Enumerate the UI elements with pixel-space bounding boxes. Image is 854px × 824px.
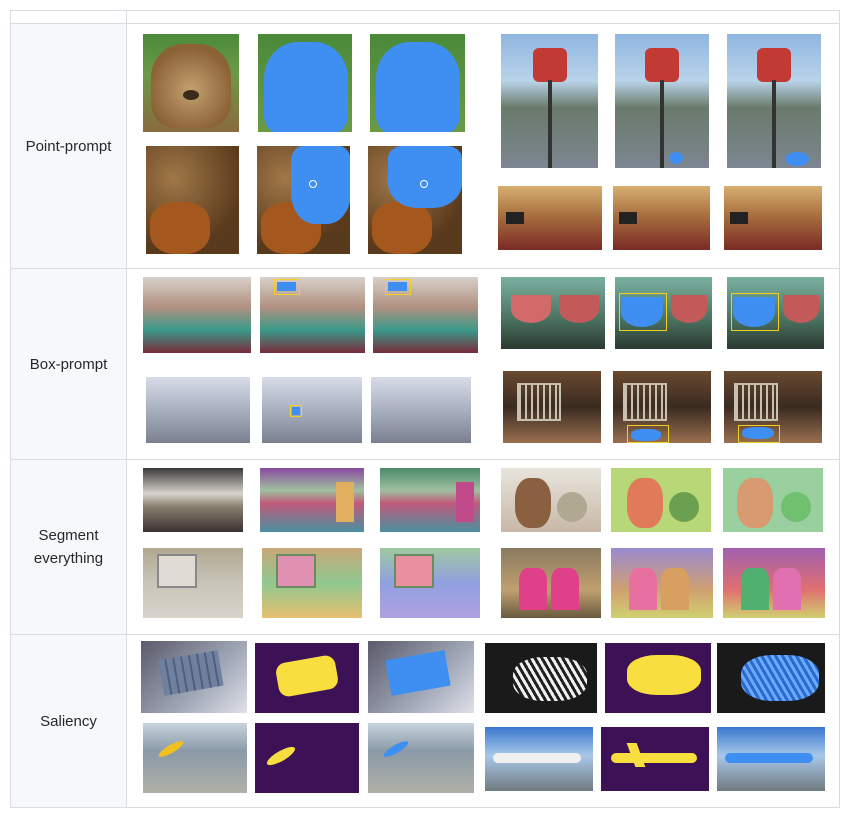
- children-segments-image-2: [723, 548, 825, 618]
- bowls-box-image-2: [727, 277, 824, 349]
- airplane-saliency-image: [601, 727, 709, 791]
- row-label-saliency: Saliency: [10, 634, 127, 808]
- airplane-image: [485, 727, 593, 791]
- surfer-image: [143, 723, 247, 793]
- header-cell-label: [10, 10, 127, 24]
- keyboard-saliency-image: [255, 643, 359, 713]
- stop-sign-mask-image: [615, 34, 709, 168]
- zebra-image: [485, 643, 597, 713]
- zebra-mask-image: [717, 643, 825, 713]
- stop-sign-mask-image-2: [727, 34, 821, 168]
- beach-segments-image-2: [380, 468, 480, 532]
- surfer-saliency-image: [255, 723, 359, 793]
- children-image: [501, 548, 601, 618]
- room-mask-image-2: [724, 186, 822, 250]
- living-room-box-image-2: [371, 377, 471, 443]
- point-prompt-images: [126, 23, 840, 269]
- bowls-box-image: [615, 277, 712, 349]
- saliency-images: [126, 634, 840, 808]
- living-room-box-image: [262, 377, 362, 443]
- crib-box-image-2: [724, 371, 822, 443]
- dog-bags-image: [143, 277, 251, 353]
- box-prompt-images: [126, 268, 840, 460]
- row-label-box-prompt: Box-prompt: [10, 268, 127, 460]
- results-table: Point-prompt: [10, 10, 840, 808]
- computer-desk-segments-image-2: [380, 548, 480, 618]
- teddy-toys-image: [501, 468, 601, 532]
- dog-bags-box-image: [260, 277, 365, 353]
- teddy-bears-image: [146, 146, 239, 254]
- bear-mask-image-2: [370, 34, 465, 132]
- living-room-image: [146, 377, 250, 443]
- crib-box-image: [613, 371, 711, 443]
- crib-image: [503, 371, 601, 443]
- teddy-toys-segments-image: [611, 468, 711, 532]
- segment-everything-images: [126, 459, 840, 635]
- airplane-mask-image: [717, 727, 825, 791]
- beach-segments-image: [260, 468, 364, 532]
- children-segments-image: [611, 548, 713, 618]
- bear-mask-image: [258, 34, 352, 132]
- row-label-point-prompt: Point-prompt: [10, 23, 127, 269]
- zebra-saliency-image: [605, 643, 711, 713]
- row-label-segment-everything: Segment everything: [10, 459, 127, 635]
- dog-bags-box-image-2: [373, 277, 478, 353]
- stop-sign-image: [501, 34, 598, 168]
- computer-desk-segments-image: [262, 548, 362, 618]
- beach-image: [143, 468, 243, 532]
- surfer-mask-image: [368, 723, 474, 793]
- computer-desk-image: [143, 548, 243, 618]
- teddy-bears-mask-image-2: [368, 146, 462, 254]
- header-cell-images: [126, 10, 840, 24]
- bowls-image: [501, 277, 605, 349]
- room-mask-image: [613, 186, 710, 250]
- teddy-toys-segments-image-2: [723, 468, 823, 532]
- keyboard-image: [141, 641, 247, 713]
- teddy-bears-mask-image: [257, 146, 350, 254]
- room-image: [498, 186, 602, 250]
- keyboard-mask-image: [368, 641, 474, 713]
- bear-image: [143, 34, 239, 132]
